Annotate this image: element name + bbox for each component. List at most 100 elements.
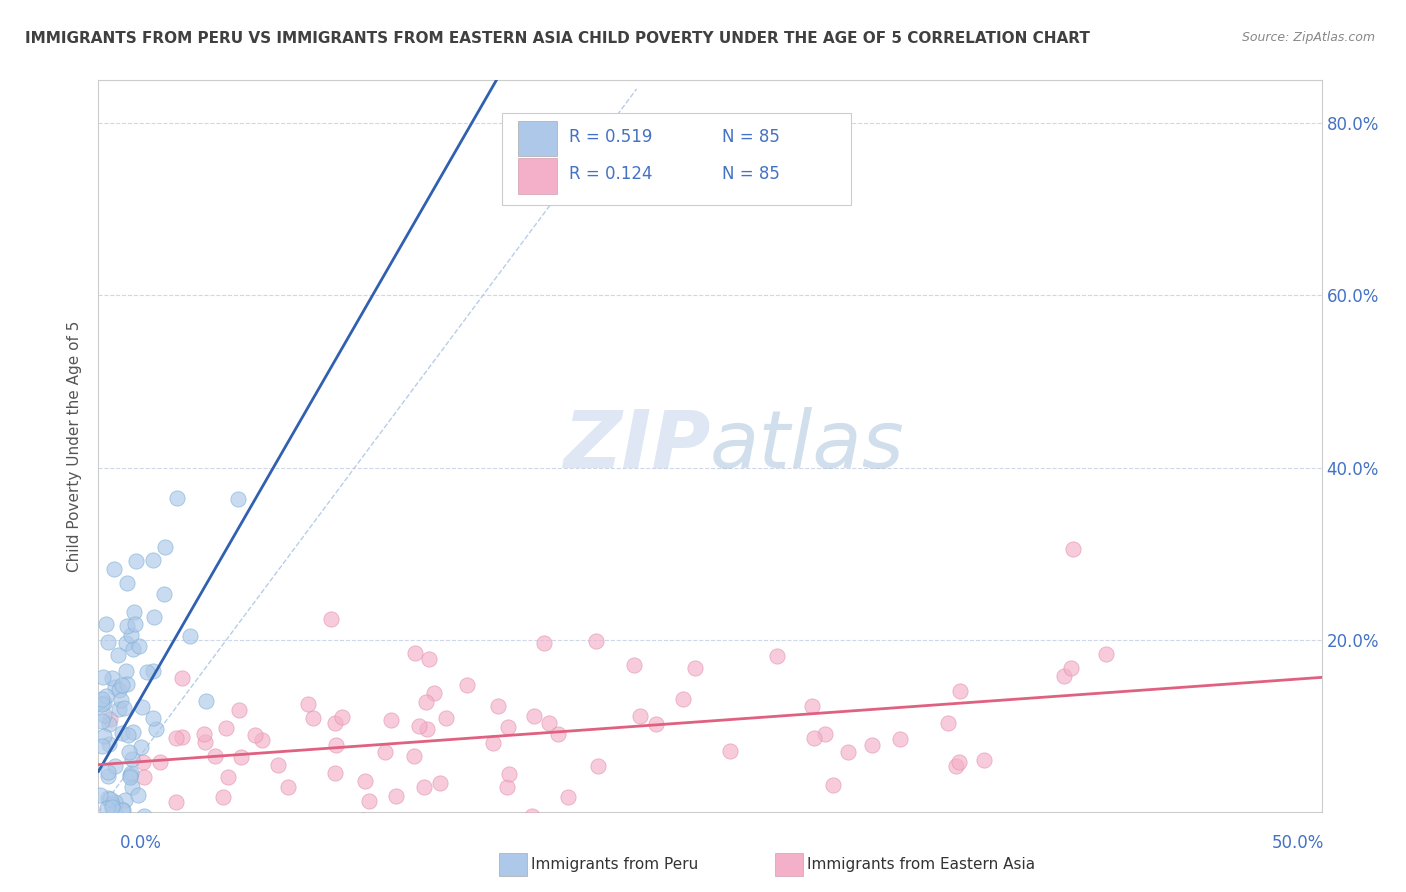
Point [108, 702, 131, 716]
Point [374, 745, 396, 759]
Point [97, 822, 120, 836]
Point [115, 636, 138, 650]
Point [104, 681, 127, 695]
Point [98, 792, 121, 806]
Point [277, 780, 299, 794]
Point [104, 758, 127, 772]
Point [945, 758, 967, 772]
Point [803, 731, 825, 746]
Point [103, 804, 125, 818]
Point [204, 748, 226, 763]
Point [408, 719, 430, 733]
Point [302, 711, 325, 725]
Point [359, 794, 381, 808]
Point [89, 788, 111, 802]
Point [132, 770, 155, 784]
Point [297, 698, 319, 712]
Point [120, 770, 142, 784]
Text: Immigrants from Eastern Asia: Immigrants from Eastern Asia [807, 857, 1035, 871]
Point [644, 717, 666, 731]
Point [495, 780, 517, 795]
Point [103, 816, 125, 830]
Point [434, 711, 457, 725]
Point [212, 790, 235, 805]
Point [353, 813, 375, 827]
Point [142, 711, 165, 725]
Point [179, 629, 201, 643]
Point [1062, 542, 1084, 557]
Point [93, 707, 115, 722]
Point [496, 721, 519, 735]
Point [142, 822, 165, 836]
Point [415, 695, 437, 709]
Point [93, 696, 115, 710]
Point [127, 788, 149, 802]
Point [117, 822, 139, 836]
Point [135, 665, 157, 679]
Point [948, 684, 970, 698]
Point [456, 678, 478, 692]
Point [101, 672, 124, 686]
Point [114, 793, 136, 807]
Point [128, 639, 150, 653]
Point [172, 822, 194, 836]
Point [814, 726, 837, 740]
Point [97, 764, 120, 779]
Point [423, 686, 446, 700]
Point [91, 670, 114, 684]
Point [129, 740, 152, 755]
Point [229, 750, 252, 764]
Point [100, 816, 122, 830]
Point [108, 682, 131, 697]
Point [194, 694, 217, 708]
Point [217, 770, 239, 784]
Point [486, 699, 509, 714]
Point [1060, 661, 1083, 675]
FancyBboxPatch shape [517, 120, 557, 156]
Point [94, 690, 117, 704]
Point [860, 739, 883, 753]
Point [267, 757, 290, 772]
Point [120, 766, 142, 780]
Point [98, 737, 121, 751]
Point [98, 717, 121, 731]
Point [100, 800, 122, 814]
Point [546, 820, 568, 834]
Point [90, 822, 112, 836]
FancyBboxPatch shape [502, 113, 851, 204]
Point [319, 611, 342, 625]
Point [623, 658, 645, 673]
Point [800, 699, 823, 714]
Point [250, 733, 273, 747]
Point [226, 492, 249, 507]
Point [359, 822, 381, 836]
Point [252, 822, 274, 836]
Text: 0.0%: 0.0% [120, 834, 162, 852]
Point [132, 755, 155, 769]
Point [165, 731, 187, 745]
Text: R = 0.519: R = 0.519 [569, 128, 652, 145]
Point [1095, 648, 1118, 662]
Point [330, 710, 353, 724]
Y-axis label: Child Poverty Under the Age of 5: Child Poverty Under the Age of 5 [67, 320, 83, 572]
Point [416, 722, 439, 736]
Point [121, 780, 143, 794]
Point [672, 692, 695, 706]
Point [107, 648, 129, 662]
Point [165, 795, 187, 809]
Point [115, 575, 138, 590]
Point [228, 703, 250, 717]
Point [402, 748, 425, 763]
Point [162, 822, 184, 836]
Point [120, 822, 142, 836]
Point [523, 709, 546, 723]
Point [96, 801, 118, 815]
Point [121, 752, 143, 766]
Point [628, 709, 651, 723]
Point [134, 809, 156, 823]
Point [93, 729, 115, 743]
Point [91, 691, 114, 706]
Point [131, 699, 153, 714]
Point [498, 767, 520, 781]
Point [97, 791, 120, 805]
